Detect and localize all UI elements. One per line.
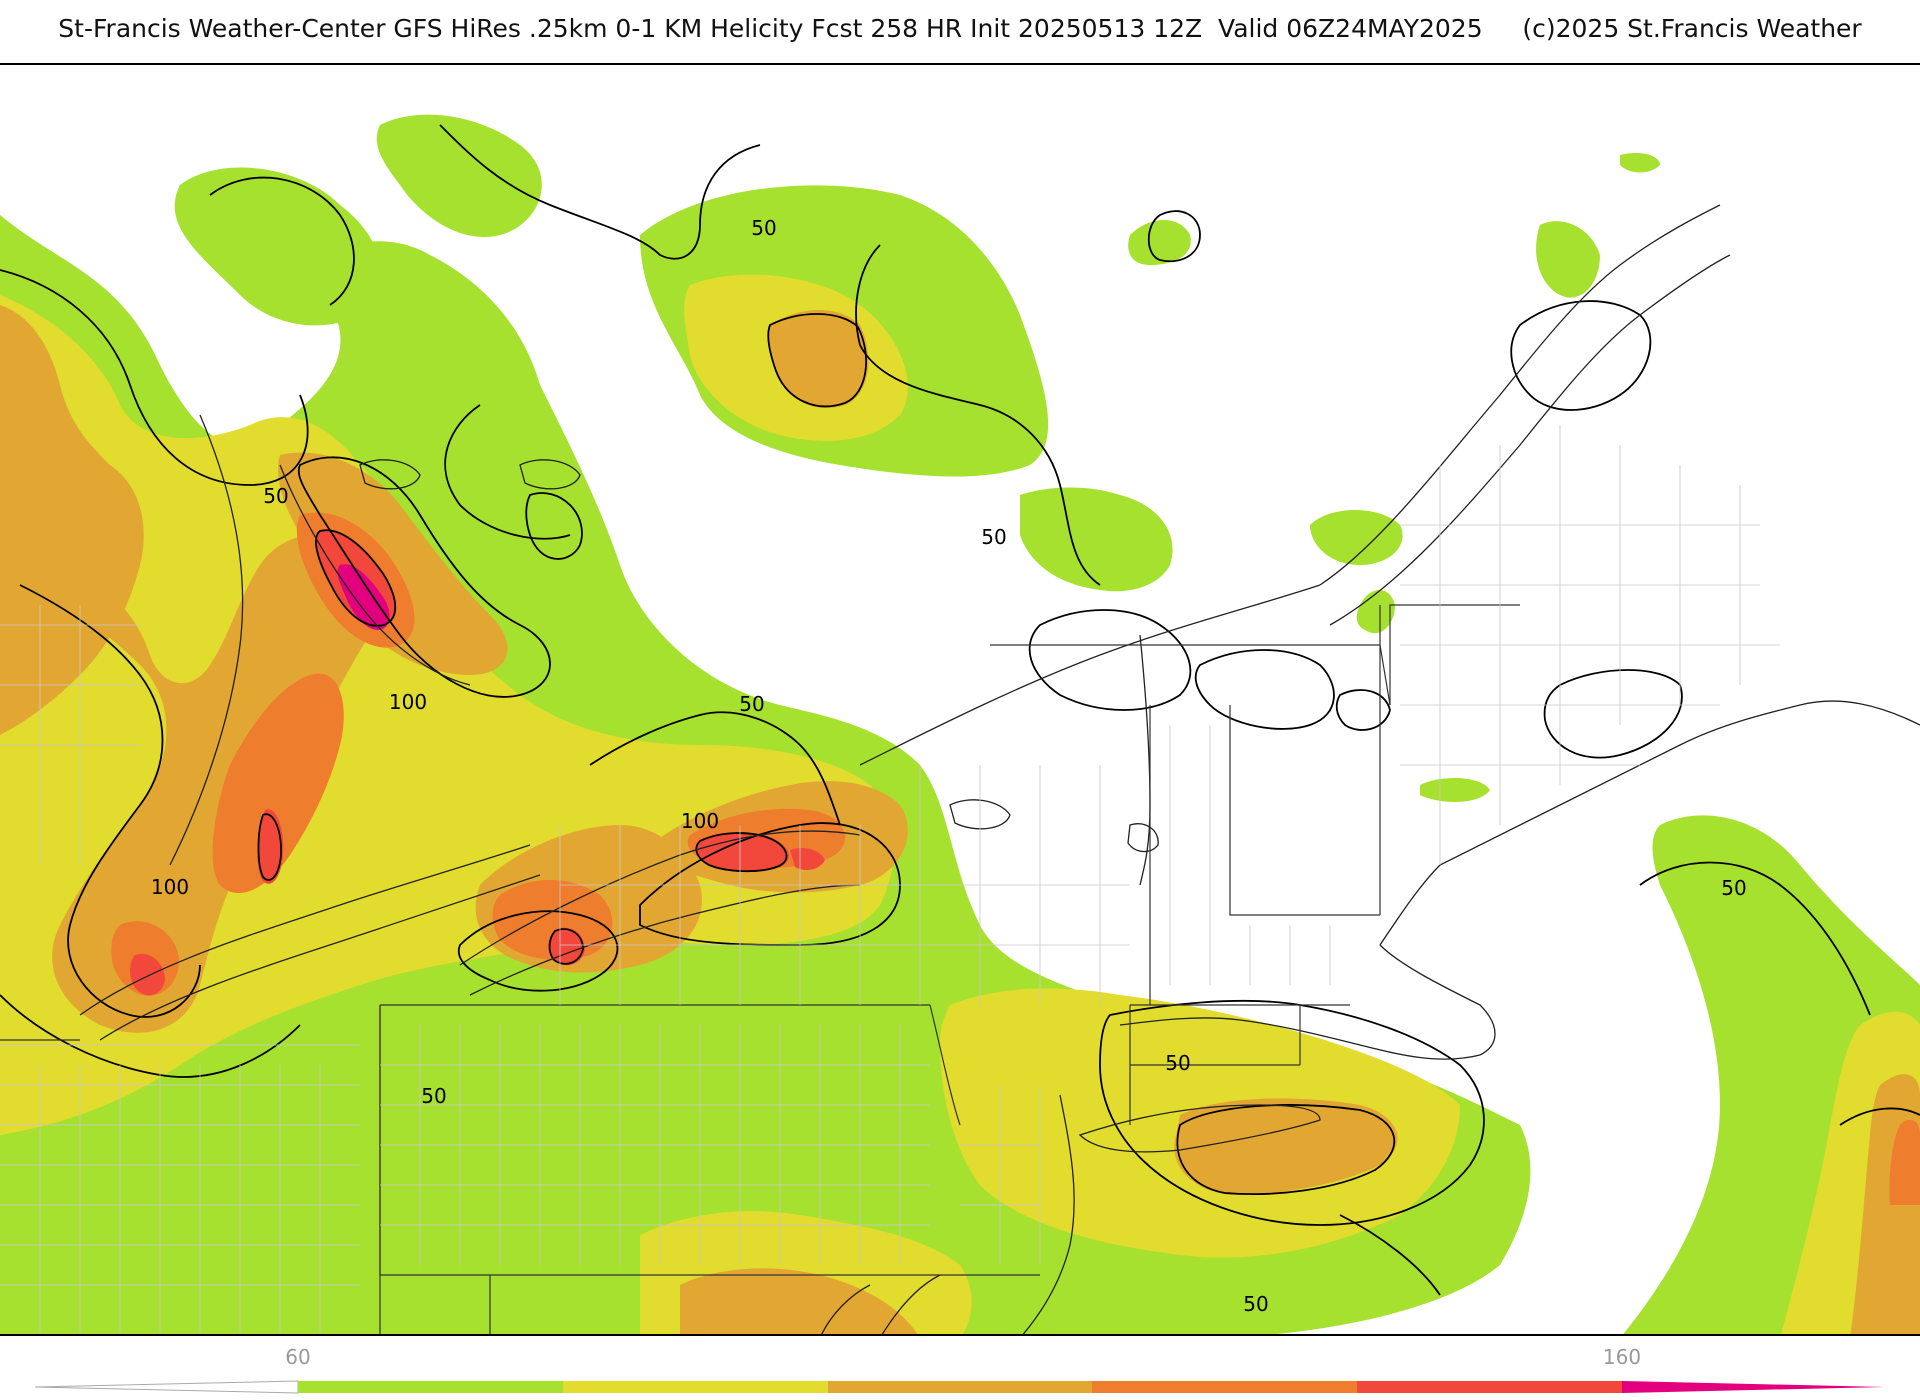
helicity-map: 50 50 50 50 50 50 50 50 50 100 100 100 bbox=[0, 63, 1920, 1336]
contour-label: 100 bbox=[681, 809, 719, 833]
colorbar-segment-magenta bbox=[1622, 1381, 1885, 1393]
contour-label: 50 bbox=[751, 216, 776, 240]
colorbar: 60 160 bbox=[34, 1345, 1885, 1394]
map-canvas: 50 50 50 50 50 50 50 50 50 100 100 100 bbox=[0, 114, 1920, 1334]
title-main: St-Francis Weather-Center GFS HiRes .25k… bbox=[58, 14, 1483, 43]
contour-label: 50 bbox=[421, 1084, 446, 1108]
title-copyright: (c)2025 St.Francis Weather bbox=[1522, 14, 1862, 43]
contour-label: 50 bbox=[1243, 1292, 1268, 1316]
colorbar-segment-green bbox=[298, 1381, 563, 1393]
contour-label: 50 bbox=[981, 525, 1006, 549]
state-borders bbox=[0, 604, 1520, 1334]
colorbar-segment-orange bbox=[1092, 1381, 1357, 1393]
colorbar-tick-label: 60 bbox=[285, 1345, 310, 1369]
colorbar-segment-tan bbox=[828, 1381, 1092, 1393]
colorbar-segment-yellow bbox=[563, 1381, 828, 1393]
contour-label: 50 bbox=[739, 692, 764, 716]
contour-label: 50 bbox=[1721, 876, 1746, 900]
contour-label: 50 bbox=[1165, 1051, 1190, 1075]
contour-label: 100 bbox=[389, 690, 427, 714]
contour-label: 50 bbox=[263, 484, 288, 508]
contour-label: 100 bbox=[151, 875, 189, 899]
county-lines bbox=[0, 425, 1780, 1334]
contour-labels: 50 50 50 50 50 50 50 50 50 100 100 100 bbox=[151, 216, 1747, 1316]
map-title: St-Francis Weather-Center GFS HiRes .25k… bbox=[0, 14, 1920, 54]
colorbar-segment-red bbox=[1357, 1381, 1622, 1393]
helicity-band-magenta bbox=[337, 564, 390, 630]
colorbar-min-extension bbox=[34, 1380, 299, 1394]
colorbar-tick-label: 160 bbox=[1603, 1345, 1641, 1369]
